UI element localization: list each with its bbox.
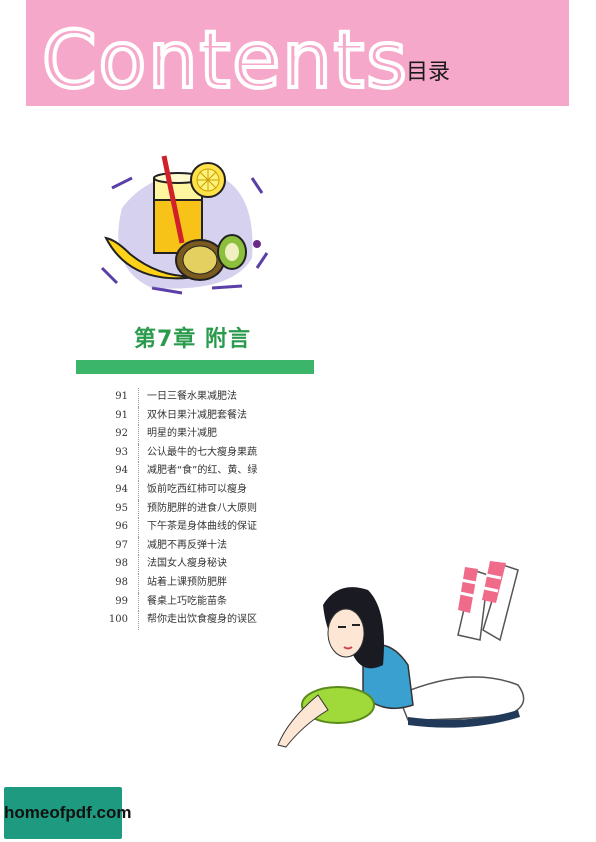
toc-item-title: 预防肥胖的进食八大原则	[147, 502, 257, 514]
toc-page-number: 100	[108, 614, 128, 626]
toc-item-title: 法国女人瘦身秘诀	[147, 558, 227, 570]
toc-item[interactable]: 96 下午茶是身体曲线的保证	[100, 518, 400, 537]
toc-item-title: 减肥者“食”的红、黄、绿	[147, 465, 258, 477]
toc-separator	[138, 462, 139, 481]
toc-page-number: 98	[115, 576, 128, 588]
watermark-badge: homeofpdf.com	[4, 787, 132, 839]
toc-item-title: 餐桌上巧吃能苗条	[147, 595, 227, 607]
toc-page-number: 95	[115, 502, 128, 514]
toc-separator	[138, 443, 139, 463]
toc-item[interactable]: 94 饭前吃西红柿可以瘦身	[100, 480, 400, 500]
toc-separator	[138, 592, 139, 612]
toc-page-number: 94	[115, 465, 128, 477]
toc-item-title: 一日三餐水果减肥法	[147, 391, 237, 402]
table-of-contents: 91 一日三餐水果减肥法 91 双休日果汁减肥套餐法 92 明星的果汁减肥 93 公认最…	[100, 388, 400, 630]
toc-page-number: 93	[115, 446, 128, 458]
toc-item[interactable]: 95 预防肥胖的进食八大原则	[100, 499, 400, 519]
toc-item[interactable]: 91 双休日果汁减肥套餐法	[100, 406, 400, 426]
toc-page-number: 91	[115, 409, 128, 421]
toc-page-number: 96	[115, 521, 128, 533]
toc-item-title: 站着上课预防肥胖	[147, 576, 227, 588]
toc-separator	[138, 406, 139, 426]
toc-separator	[138, 536, 139, 556]
toc-item-title: 帮你走出饮食瘦身的误区	[147, 614, 257, 626]
toc-separator	[138, 518, 139, 537]
chapter-divider-bar	[76, 360, 314, 374]
toc-item[interactable]: 99 餐桌上巧吃能苗条	[100, 592, 400, 612]
toc-page-number: 92	[115, 428, 128, 440]
toc-item[interactable]: 93 公认最牛的七大瘦身果蔬	[100, 443, 400, 463]
toc-item-title: 饭前吃西红柿可以瘦身	[147, 483, 247, 495]
chapter-title: 第7章 附言	[134, 327, 251, 352]
contents-title: Contents	[40, 16, 409, 106]
toc-item-title: 公认最牛的七大瘦身果蔬	[147, 446, 257, 458]
page-header: Contents 目录	[26, 0, 569, 106]
toc-page-number: 98	[115, 558, 128, 570]
toc-page-number: 99	[115, 595, 128, 607]
reclining-girl-illustration	[277, 561, 525, 748]
toc-separator	[138, 499, 139, 519]
toc-item[interactable]: 94 减肥者“食”的红、黄、绿	[100, 462, 400, 481]
toc-item[interactable]: 92 明星的果汁减肥	[100, 425, 400, 444]
toc-page-number: 97	[115, 539, 128, 551]
toc-item-title: 减肥不再反弹十法	[147, 539, 227, 551]
juice-fruit-illustration	[100, 155, 269, 295]
toc-item[interactable]: 100 帮你走出饮食瘦身的误区	[100, 611, 400, 630]
toc-item-title: 下午茶是身体曲线的保证	[147, 521, 257, 533]
toc-page-number: 91	[115, 391, 128, 402]
toc-item-title: 双休日果汁减肥套餐法	[147, 409, 247, 421]
contents-title-cn: 目录	[406, 60, 451, 85]
toc-separator	[138, 425, 139, 444]
toc-separator	[138, 388, 139, 407]
toc-separator	[138, 573, 139, 593]
toc-separator	[138, 555, 139, 574]
toc-separator	[138, 480, 139, 500]
toc-item[interactable]: 91 一日三餐水果减肥法	[100, 388, 400, 407]
toc-item[interactable]: 98 法国女人瘦身秘诀	[100, 555, 400, 574]
toc-page-number: 94	[115, 483, 128, 495]
toc-separator	[138, 611, 139, 630]
toc-item[interactable]: 97 减肥不再反弹十法	[100, 536, 400, 556]
toc-item-title: 明星的果汁减肥	[147, 428, 217, 440]
toc-item[interactable]: 98 站着上课预防肥胖	[100, 573, 400, 593]
